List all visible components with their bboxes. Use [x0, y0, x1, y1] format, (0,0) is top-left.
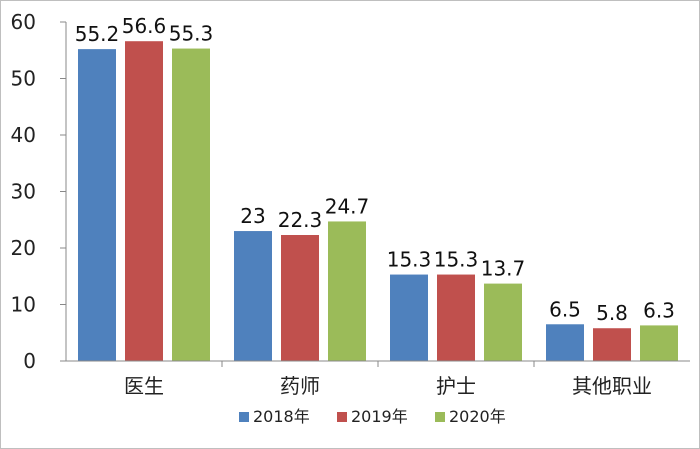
bar — [640, 325, 678, 361]
y-tick-label: 60 — [11, 10, 36, 34]
data-label: 15.3 — [434, 248, 479, 272]
y-tick-label: 30 — [11, 180, 36, 204]
y-tick-label: 0 — [23, 349, 36, 373]
data-label: 22.3 — [278, 208, 323, 232]
x-category-label: 其他职业 — [572, 374, 652, 398]
y-tick-label: 10 — [11, 293, 36, 317]
data-label: 6.5 — [549, 297, 581, 321]
bar — [78, 49, 116, 362]
data-label: 6.3 — [643, 298, 675, 322]
bar — [390, 274, 428, 361]
bar — [172, 48, 210, 362]
y-axis: 0 10 20 30 40 50 60 — [11, 10, 67, 373]
data-label: 56.6 — [122, 14, 167, 38]
legend: 2018年 2019年 2020年 — [239, 407, 506, 426]
bar — [484, 283, 522, 361]
legend-label: 2020年 — [449, 407, 506, 426]
bar — [593, 328, 631, 361]
bar — [234, 231, 272, 361]
x-category-label: 医生 — [124, 374, 164, 398]
legend-swatch — [239, 412, 249, 422]
data-label: 13.7 — [481, 257, 526, 281]
x-axis: 医生 药师 护士 其他职业 — [66, 360, 690, 398]
y-tick-label: 20 — [11, 236, 36, 260]
bars — [78, 41, 678, 362]
bar — [125, 41, 163, 362]
y-tick-label: 40 — [11, 123, 36, 147]
x-category-label: 药师 — [280, 374, 320, 398]
data-label: 24.7 — [325, 194, 370, 218]
y-tick-label: 50 — [11, 67, 36, 91]
legend-label: 2019年 — [351, 407, 408, 426]
bar — [546, 324, 584, 361]
bar — [281, 235, 319, 361]
bar — [328, 221, 366, 361]
data-labels: 55.2 56.6 55.323 22.324.715.3 15.3 13.76.5 5.8… — [75, 14, 675, 325]
legend-swatch — [337, 412, 347, 422]
data-label: 55.3 — [169, 22, 214, 46]
x-category-label: 护士 — [436, 374, 476, 398]
data-label: 15.3 — [387, 248, 432, 272]
data-label: 23 — [240, 204, 265, 228]
legend-label: 2018年 — [253, 407, 310, 426]
data-label: 55.2 — [75, 22, 120, 46]
data-label: 5.8 — [596, 301, 628, 325]
legend-swatch — [435, 412, 445, 422]
bar — [437, 274, 475, 361]
